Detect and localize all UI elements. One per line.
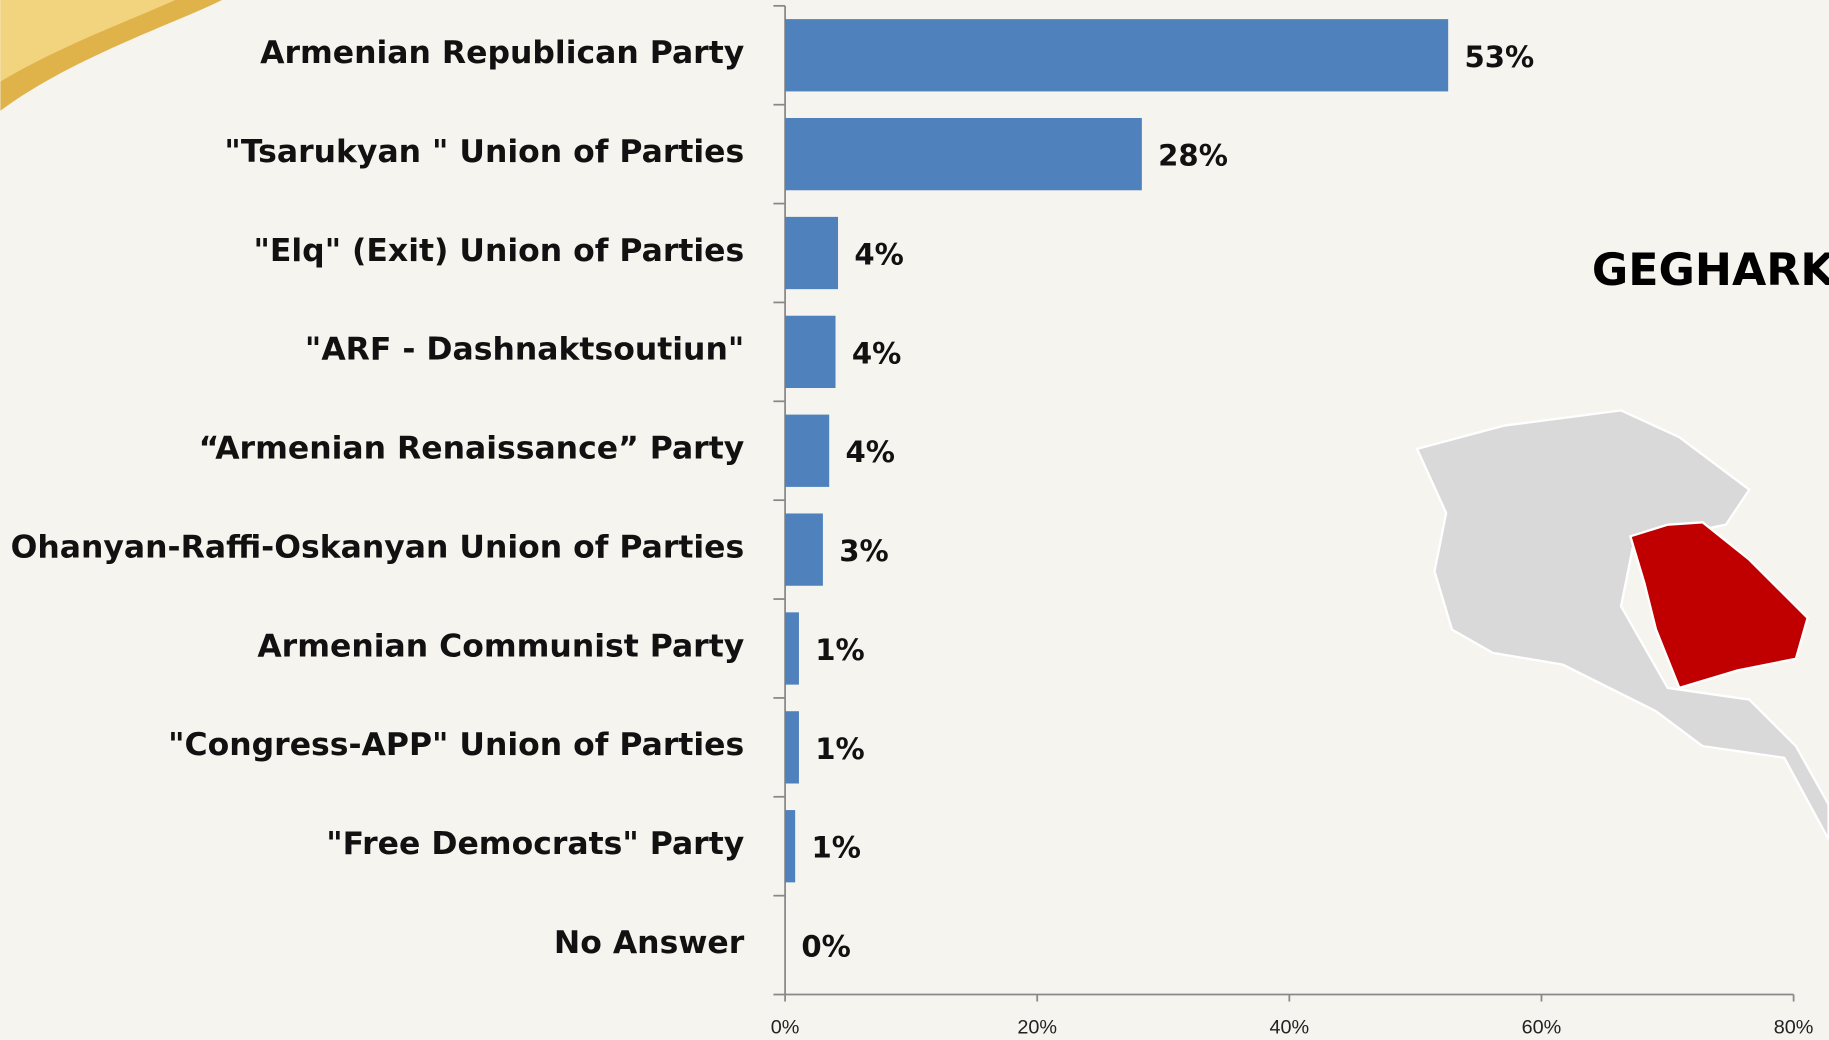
gold-ribbon-light: [0, 0, 176, 82]
bar: [785, 216, 839, 290]
category-label: No Answer: [554, 925, 745, 961]
map: [1415, 409, 1829, 841]
bar: [785, 19, 1449, 92]
value-label: 1%: [815, 732, 864, 766]
x-tick-label: 80%: [1774, 1017, 1814, 1039]
category-label: Armenian Communist Party: [257, 628, 744, 664]
map-label: GEGHARK: [1592, 245, 1829, 296]
category-label: “Armenian Renaissance” Party: [199, 431, 745, 467]
value-label: 3%: [839, 534, 888, 568]
category-label: "Tsarukyan " Union of Parties: [224, 134, 744, 170]
bar: [785, 711, 799, 784]
bar: [785, 117, 1142, 191]
map-region: [1415, 409, 1829, 841]
category-label: "Free Democrats" Party: [326, 826, 744, 862]
bar: [785, 612, 799, 685]
bar: [785, 315, 836, 389]
category-label: "ARF - Dashnaktsoutiun": [305, 332, 744, 368]
map-highlight: [1628, 521, 1809, 690]
bar: [785, 414, 830, 487]
bar: [785, 810, 796, 883]
value-label: 53%: [1465, 40, 1535, 74]
x-tick-label: 40%: [1270, 1017, 1310, 1039]
x-tick-label: 0%: [771, 1017, 800, 1039]
value-label: 1%: [811, 831, 860, 865]
category-label: "Elq" (Exit) Union of Parties: [254, 233, 745, 269]
value-label: 1%: [815, 633, 864, 667]
value-label: 4%: [854, 238, 903, 272]
bar: [785, 513, 823, 586]
category-label: Ohanyan-Raffi-Oskanyan Union of Parties: [11, 529, 745, 565]
x-tick-label: 60%: [1522, 1017, 1562, 1039]
value-label: 28%: [1158, 139, 1228, 173]
category-label: Armenian Republican Party: [260, 35, 744, 71]
category-label: "Congress-APP" Union of Parties: [168, 727, 744, 763]
x-tick-label: 20%: [1017, 1017, 1057, 1039]
value-label: 4%: [846, 435, 895, 469]
value-label: 4%: [852, 336, 901, 370]
value-label: 0%: [801, 930, 850, 964]
